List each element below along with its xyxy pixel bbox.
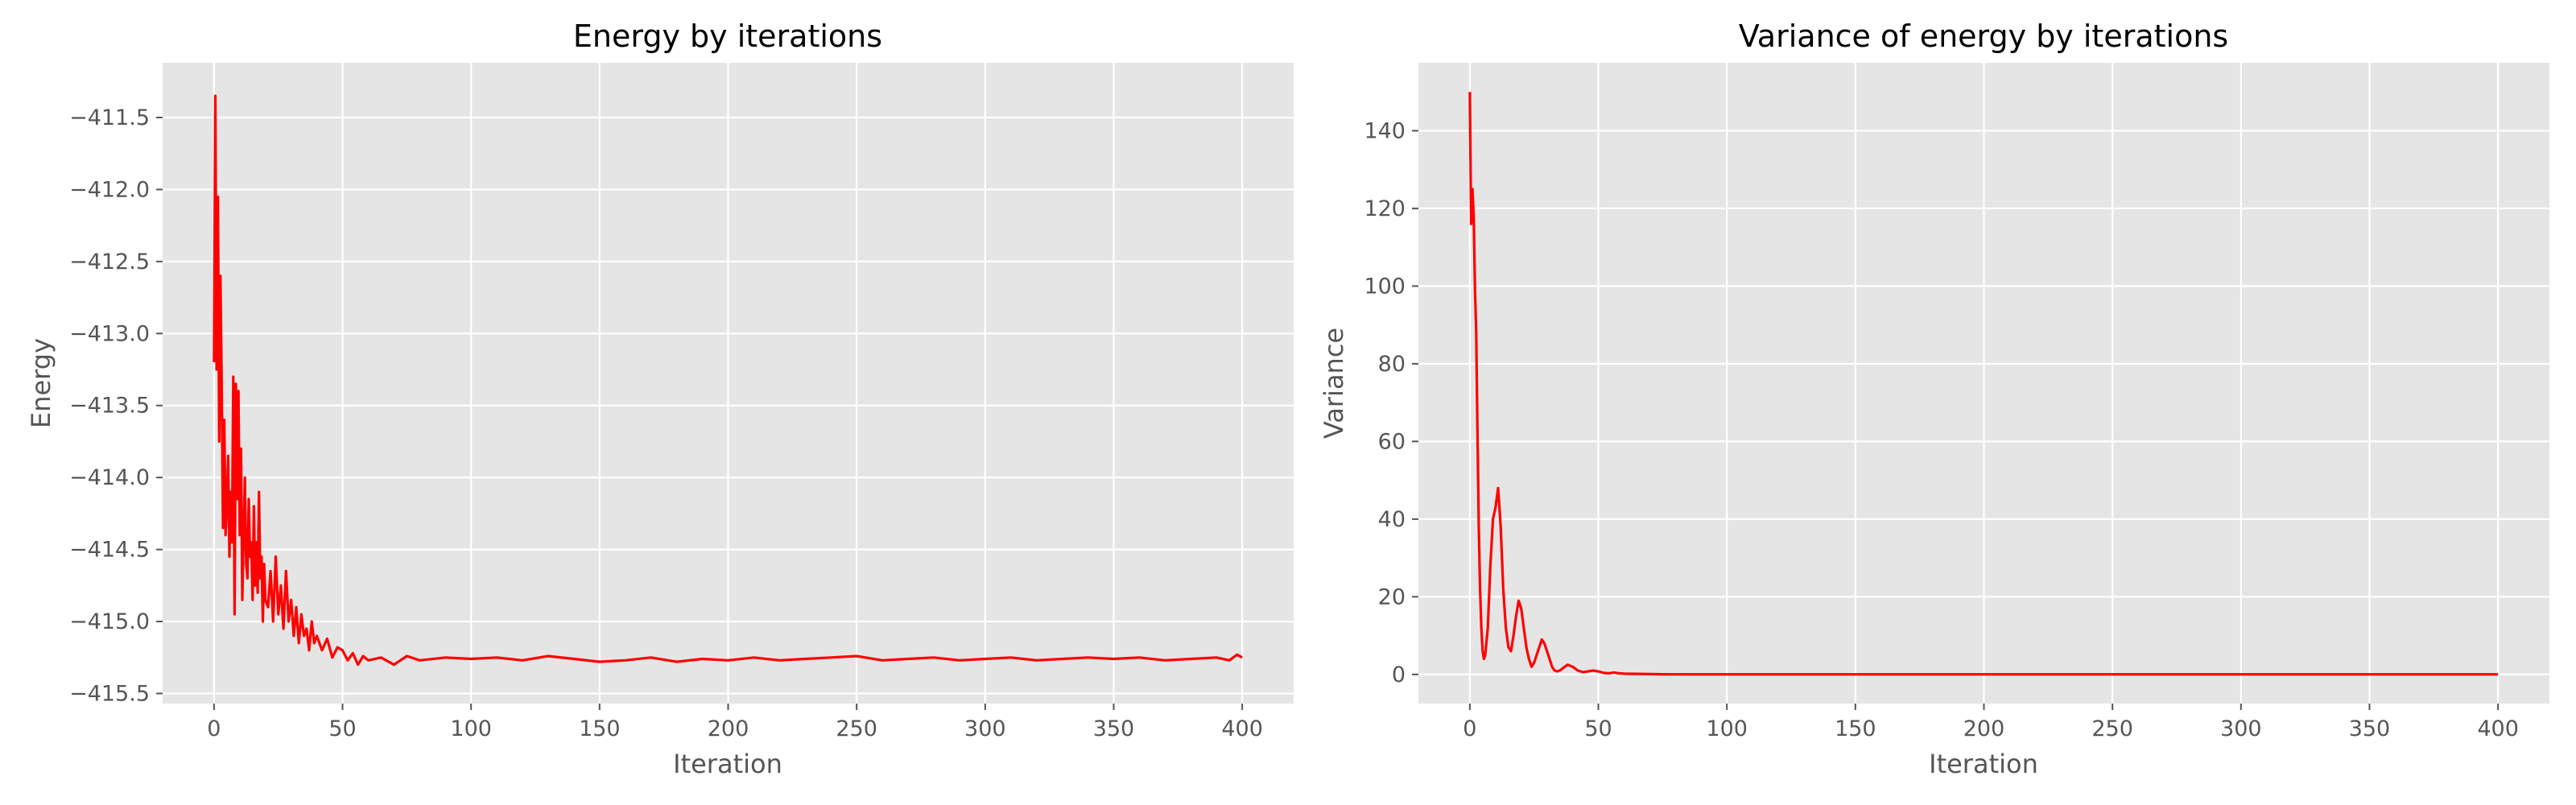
energy-y-tick-label: −414.0: [69, 465, 150, 490]
variance-y-tick-label: 0: [1392, 663, 1406, 687]
energy-x-tick-label: 150: [579, 716, 621, 741]
variance-y-tick-label: 60: [1378, 429, 1406, 454]
variance-series: [1468, 92, 2499, 676]
variance-y-tick-label: 20: [1378, 584, 1406, 609]
energy-chart: 0 50 100 150 200 250 300 350 400 −411.5 −412.0 −412…: [26, 19, 1294, 779]
variance-x-tick-label: 0: [1463, 716, 1476, 741]
energy-x-tick-label: 0: [207, 716, 221, 741]
variance-x-axis-label: Iteration: [1929, 749, 2038, 779]
variance-x-tick-label: 50: [1584, 716, 1612, 741]
energy-y-tick-label: −412.5: [69, 250, 150, 275]
variance-y-tick-label: 80: [1378, 352, 1406, 377]
energy-series: [213, 94, 1243, 667]
variance-y-tick-label: 140: [1364, 118, 1406, 143]
variance-x-tick-label: 400: [2477, 716, 2519, 741]
variance-x-tick-label: 200: [1963, 716, 2005, 741]
energy-y-axis-label: Energy: [26, 338, 56, 428]
energy-y-tick-label: −413.5: [69, 394, 150, 419]
energy-y-tick-label: −415.5: [69, 681, 150, 706]
energy-x-tick-label: 100: [450, 716, 492, 741]
variance-x-tick-label: 100: [1706, 716, 1748, 741]
energy-y-tick-label: −415.0: [69, 609, 150, 634]
energy-x-axis-label: Iteration: [673, 749, 782, 779]
energy-x-tick-label: 50: [328, 716, 356, 741]
energy-x-tick-label: 200: [708, 716, 749, 741]
variance-ticks: 0 50 100 150 200 250 300 350 400 0 20 40 60 80 100 120 1…: [1364, 118, 2518, 741]
energy-chart-title: Energy by iterations: [573, 19, 882, 54]
variance-x-tick-label: 300: [2220, 716, 2262, 741]
variance-x-tick-label: 150: [1835, 716, 1876, 741]
variance-y-axis-label: Variance: [1319, 328, 1349, 439]
variance-series-line: [1468, 92, 2499, 676]
energy-x-tick-label: 350: [1093, 716, 1135, 741]
energy-series-line: [213, 94, 1243, 667]
variance-chart-title: Variance of energy by iterations: [1739, 19, 2228, 54]
variance-x-tick-label: 250: [2091, 716, 2133, 741]
energy-y-tick-label: −414.5: [69, 538, 150, 563]
variance-y-tick-label: 120: [1364, 196, 1406, 221]
energy-gridlines: [163, 63, 1294, 704]
energy-ticks: 0 50 100 150 200 250 300 350 400 −411.5 −412.0 −412…: [69, 105, 1263, 741]
energy-x-tick-label: 400: [1221, 716, 1263, 741]
variance-y-tick-label: 100: [1364, 274, 1406, 299]
energy-y-tick-label: −413.0: [69, 321, 150, 346]
energy-x-tick-label: 300: [964, 716, 1006, 741]
variance-chart: 0 50 100 150 200 250 300 350 400 0 20 40 60 80 100 120 1…: [1319, 19, 2549, 779]
variance-x-tick-label: 350: [2349, 716, 2391, 741]
energy-y-tick-label: −412.0: [69, 177, 150, 202]
energy-x-tick-label: 250: [836, 716, 877, 741]
variance-y-tick-label: 40: [1378, 507, 1406, 532]
energy-y-tick-label: −411.5: [69, 105, 150, 130]
